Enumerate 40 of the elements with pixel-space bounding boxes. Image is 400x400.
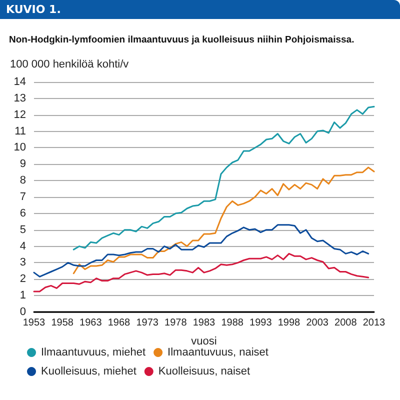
y-tick-label: 5 <box>20 224 26 236</box>
line-series <box>33 224 370 278</box>
y-axis-title: 100 000 henkilöä kohti/v <box>10 58 130 70</box>
y-tick-label: 0 <box>20 306 26 318</box>
x-tick-label: 1953 <box>22 318 46 328</box>
x-tick-label: 1963 <box>80 318 102 328</box>
y-tick-label: 10 <box>14 142 26 154</box>
legend-label: Kuolleisuus, naiset <box>158 366 250 378</box>
x-tick-label: 1988 <box>221 318 244 328</box>
x-tick-label: 2013 <box>362 318 386 328</box>
y-tick-label: 3 <box>20 256 26 269</box>
y-tick-label: 13 <box>14 92 26 104</box>
y-tick-label: 8 <box>20 174 26 187</box>
y-tick-label: 1 <box>20 290 26 302</box>
x-tick-label: 1983 <box>192 318 216 328</box>
header-banner: KUVIO 1. <box>0 0 400 19</box>
line-series <box>33 252 370 292</box>
y-tick-label: 9 <box>20 158 26 170</box>
y-tick-label: 7 <box>20 191 26 203</box>
legend-label: Kuolleisuus, miehet <box>41 366 136 378</box>
y-tick-label: 4 <box>20 240 26 252</box>
y-tick-label: 12 <box>14 108 26 121</box>
x-tick-label: 1958 <box>51 318 74 328</box>
x-tick-label: 2008 <box>334 318 358 328</box>
legend-label: Ilmaantuvuus, miehet <box>41 346 146 358</box>
y-tick-label: 11 <box>14 125 26 138</box>
line-series <box>72 166 375 274</box>
chart-title: Non-Hodgkin-lymfoomien ilmaantuvuus ja kuolleisuus niihin Pohjoismaissa. <box>9 34 354 46</box>
x-tick-label: 1993 <box>250 318 272 328</box>
x-axis-title: vuosi <box>191 336 217 348</box>
x-tick-label: 1973 <box>136 318 159 328</box>
y-tick-label: 14 <box>14 76 26 88</box>
x-tick-label: 1998 <box>278 318 301 328</box>
x-tick-label: 1978 <box>164 318 188 328</box>
line-series <box>72 106 375 250</box>
legend-label: Ilmaantuvuus, naiset <box>168 346 268 358</box>
y-tick-label: 2 <box>20 273 26 286</box>
x-tick-label: 2003 <box>306 318 329 328</box>
x-tick-label: 1968 <box>108 318 131 328</box>
y-tick-label: 6 <box>20 207 26 220</box>
